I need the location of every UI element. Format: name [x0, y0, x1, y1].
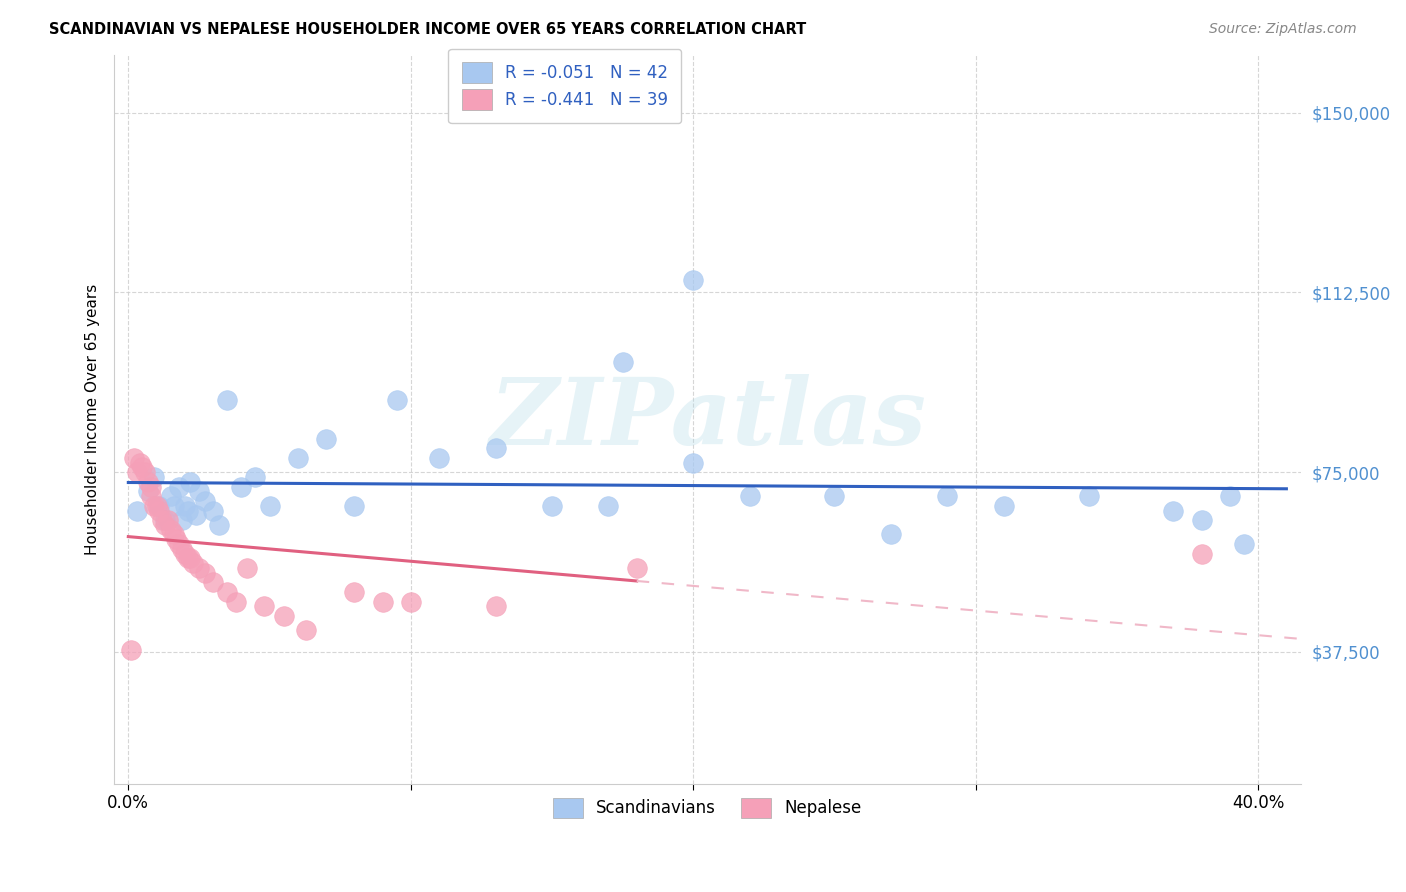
Point	[1191, 547, 1213, 561]
Point	[287, 450, 309, 465]
Point	[1233, 537, 1256, 551]
Point	[125, 465, 148, 479]
Point	[343, 499, 366, 513]
Point	[142, 499, 165, 513]
Point	[159, 523, 181, 537]
Point	[142, 470, 165, 484]
Point	[427, 450, 450, 465]
Point	[150, 513, 173, 527]
Point	[173, 547, 195, 561]
Point	[170, 541, 193, 556]
Legend: Scandinavians, Nepalese: Scandinavians, Nepalese	[544, 789, 870, 826]
Point	[181, 556, 204, 570]
Point	[484, 441, 506, 455]
Point	[208, 517, 231, 532]
Point	[162, 527, 184, 541]
Point	[187, 484, 209, 499]
Point	[993, 499, 1015, 513]
Point	[936, 489, 959, 503]
Point	[1219, 489, 1241, 503]
Point	[156, 513, 179, 527]
Point	[626, 561, 648, 575]
Point	[125, 503, 148, 517]
Point	[136, 475, 159, 489]
Point	[167, 537, 190, 551]
Point	[315, 432, 337, 446]
Point	[194, 494, 217, 508]
Point	[148, 499, 170, 513]
Point	[179, 551, 201, 566]
Point	[598, 499, 620, 513]
Point	[139, 479, 162, 493]
Point	[122, 450, 145, 465]
Point	[259, 499, 281, 513]
Point	[1163, 503, 1185, 517]
Point	[139, 489, 162, 503]
Text: Source: ZipAtlas.com: Source: ZipAtlas.com	[1209, 22, 1357, 37]
Point	[184, 508, 207, 523]
Point	[194, 566, 217, 580]
Point	[236, 561, 259, 575]
Point	[738, 489, 761, 503]
Point	[217, 585, 239, 599]
Point	[134, 465, 156, 479]
Point	[217, 393, 239, 408]
Point	[202, 575, 225, 590]
Point	[385, 393, 408, 408]
Point	[1191, 513, 1213, 527]
Point	[120, 642, 142, 657]
Point	[136, 484, 159, 499]
Point	[880, 527, 903, 541]
Y-axis label: Householder Income Over 65 years: Householder Income Over 65 years	[86, 284, 100, 555]
Point	[167, 479, 190, 493]
Point	[159, 489, 181, 503]
Point	[145, 499, 167, 513]
Point	[153, 513, 176, 527]
Point	[128, 456, 150, 470]
Point	[225, 594, 247, 608]
Point	[253, 599, 276, 614]
Point	[187, 561, 209, 575]
Point	[153, 517, 176, 532]
Point	[273, 609, 295, 624]
Point	[682, 273, 704, 287]
Point	[176, 551, 198, 566]
Point	[245, 470, 267, 484]
Point	[179, 475, 201, 489]
Point	[295, 624, 318, 638]
Point	[343, 585, 366, 599]
Point	[162, 499, 184, 513]
Point	[131, 460, 153, 475]
Point	[231, 479, 253, 493]
Point	[682, 456, 704, 470]
Point	[202, 503, 225, 517]
Point	[371, 594, 394, 608]
Point	[165, 533, 187, 547]
Point	[1077, 489, 1099, 503]
Point	[484, 599, 506, 614]
Point	[612, 355, 634, 369]
Point	[541, 499, 564, 513]
Point	[176, 503, 198, 517]
Point	[173, 499, 195, 513]
Point	[823, 489, 845, 503]
Point	[399, 594, 422, 608]
Text: ZIPatlas: ZIPatlas	[489, 375, 927, 465]
Text: SCANDINAVIAN VS NEPALESE HOUSEHOLDER INCOME OVER 65 YEARS CORRELATION CHART: SCANDINAVIAN VS NEPALESE HOUSEHOLDER INC…	[49, 22, 807, 37]
Point	[170, 513, 193, 527]
Point	[148, 503, 170, 517]
